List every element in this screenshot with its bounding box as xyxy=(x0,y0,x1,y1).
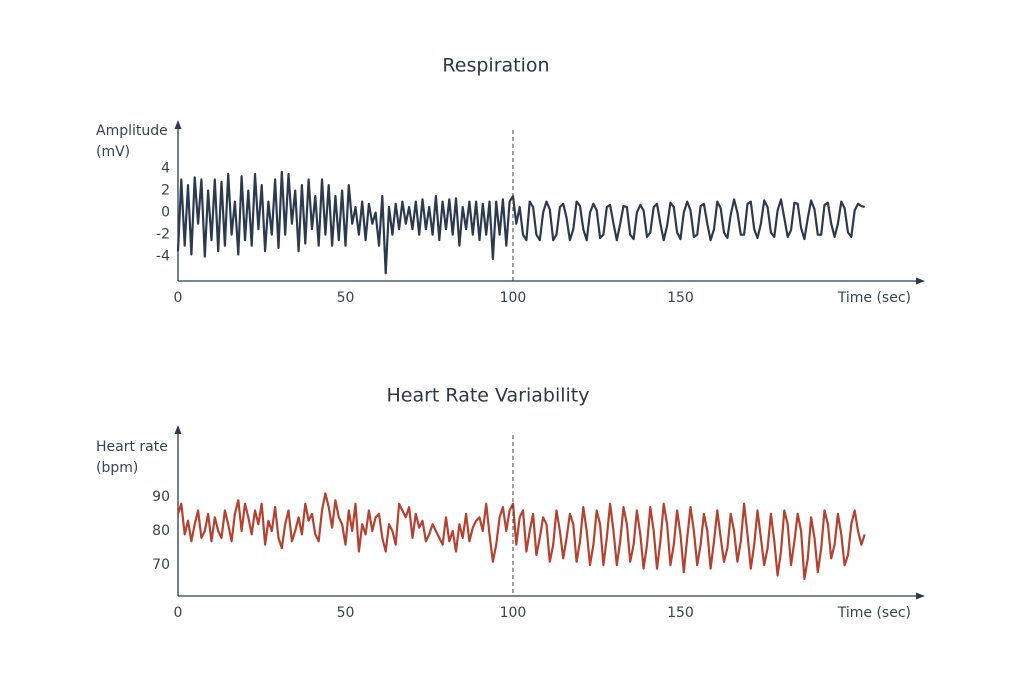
y-axis-arrow xyxy=(174,120,182,129)
y-axis-arrow xyxy=(174,425,182,434)
line xyxy=(176,492,866,580)
y-axis-label: Amplitude xyxy=(96,123,168,139)
y-tick-label: 70 xyxy=(152,557,170,573)
x-tick-label: 150 xyxy=(667,605,694,621)
y-tick-label: 80 xyxy=(152,523,170,539)
x-tick-label: 0 xyxy=(174,290,183,306)
x-axis-label: Time (sec) xyxy=(837,290,911,306)
chart-title: Heart Rate Variability xyxy=(386,385,589,407)
x-tick-label: 100 xyxy=(500,290,527,306)
x-axis-label: Time (sec) xyxy=(837,605,911,621)
chart-title: Respiration xyxy=(442,55,549,77)
x-tick-label: 50 xyxy=(337,290,355,306)
y-axis-label: Heart rate xyxy=(96,439,168,455)
line xyxy=(176,170,866,275)
y-tick-label: 90 xyxy=(152,489,170,505)
x-tick-label: 0 xyxy=(174,605,183,621)
y-tick-label: -2 xyxy=(156,227,170,243)
x-tick-label: 50 xyxy=(337,605,355,621)
y-tick-label: -4 xyxy=(156,249,170,265)
x-tick-label: 100 xyxy=(500,605,527,621)
x-axis-arrow xyxy=(916,277,925,285)
y-tick-label: 4 xyxy=(161,161,170,177)
y-axis-label: (bpm) xyxy=(96,460,138,476)
y-tick-label: 0 xyxy=(161,205,170,221)
x-tick-label: 150 xyxy=(667,290,694,306)
y-axis-label: (mV) xyxy=(96,144,130,160)
y-tick-label: 2 xyxy=(161,183,170,199)
x-axis-arrow xyxy=(916,592,925,600)
